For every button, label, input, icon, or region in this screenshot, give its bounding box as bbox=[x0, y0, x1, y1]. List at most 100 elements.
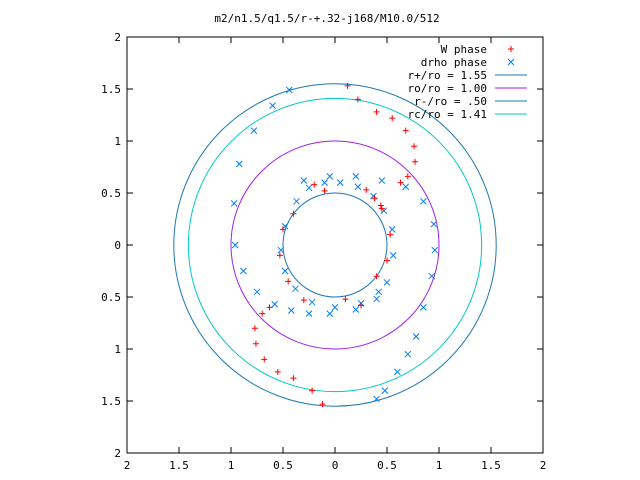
series-0-point-1 bbox=[269, 102, 276, 109]
series-0-point-26 bbox=[281, 267, 289, 275]
series-0-point-16 bbox=[388, 226, 396, 233]
legend-label-5: rc/ro = 1.41 bbox=[408, 108, 487, 121]
series-1-point-20 bbox=[384, 257, 390, 264]
series-1-point-32 bbox=[377, 202, 384, 209]
series-0-point-42 bbox=[412, 333, 420, 340]
axis-ticks: 2 1.5 1 0.5 0 0.5 1 1.5 221.510.500.511.52 bbox=[101, 31, 546, 472]
series-0-point-14 bbox=[383, 279, 391, 286]
series-0-point-23 bbox=[293, 197, 300, 205]
y-tick-label-5: 0.5 bbox=[101, 291, 121, 304]
series-1-point-24 bbox=[280, 226, 286, 233]
series-1-point-12 bbox=[274, 368, 281, 375]
series-1-point-18 bbox=[378, 205, 385, 212]
series-1 bbox=[251, 82, 419, 408]
legend-marker-1 bbox=[507, 58, 515, 66]
series-0-point-20 bbox=[336, 179, 344, 186]
series-0-point-43 bbox=[404, 350, 412, 358]
y-tick-label-0: 2 bbox=[114, 31, 121, 44]
series-1-point-22 bbox=[285, 278, 292, 285]
series-1-point-6 bbox=[412, 158, 419, 165]
series-0-point-38 bbox=[430, 220, 438, 228]
series-1-point-23 bbox=[276, 252, 283, 259]
series-0-point-40 bbox=[428, 272, 436, 280]
series-0-point-0 bbox=[285, 86, 293, 94]
series-0-point-3 bbox=[235, 160, 243, 168]
y-tick-label-3: 0.5 bbox=[101, 187, 121, 200]
x-tick-label-1: 1.5 bbox=[169, 459, 189, 472]
series-1-point-5 bbox=[411, 143, 418, 150]
series-1-point-19 bbox=[387, 231, 394, 238]
x-tick-label-2: 1 bbox=[228, 459, 235, 472]
chart-title: m2/n1.5/q1.5/r-+.32-j168/M10.0/512 bbox=[214, 12, 439, 25]
series-1-point-11 bbox=[290, 375, 297, 382]
series-0-point-22 bbox=[305, 184, 313, 192]
circle-0 bbox=[173, 83, 497, 407]
series-0-point-39 bbox=[431, 246, 439, 254]
legend-label-4: r-/ro = .50 bbox=[414, 95, 487, 108]
series-1-point-17 bbox=[266, 304, 273, 311]
series-0-point-44 bbox=[394, 368, 401, 376]
series-0-point-36 bbox=[402, 183, 410, 191]
series-1-point-26 bbox=[321, 187, 328, 194]
series-1-point-21 bbox=[373, 273, 380, 280]
series-0-point-33 bbox=[326, 173, 334, 180]
x-tick-label-0: 2 bbox=[124, 459, 131, 472]
series-0-point-37 bbox=[420, 197, 427, 205]
series-1-point-25 bbox=[290, 210, 297, 217]
series-0-point-19 bbox=[354, 183, 362, 191]
series-1-point-14 bbox=[252, 340, 259, 347]
series-0-point-13 bbox=[373, 295, 380, 303]
legend-marker-0 bbox=[508, 46, 514, 52]
series-1-point-0 bbox=[344, 82, 351, 89]
x-tick-label-4: 0 bbox=[332, 459, 339, 472]
series-0-point-7 bbox=[253, 288, 261, 296]
circle-3 bbox=[187, 97, 483, 393]
series-0-point-2 bbox=[250, 127, 258, 134]
y-tick-label-4: 0 bbox=[114, 239, 121, 252]
x-tick-label-8: 2 bbox=[540, 459, 547, 472]
series-1-point-13 bbox=[261, 356, 268, 363]
series-0-point-4 bbox=[230, 200, 238, 207]
legend-label-3: ro/ro = 1.00 bbox=[408, 82, 487, 95]
series-0-point-35 bbox=[378, 177, 386, 184]
plot-marks bbox=[173, 82, 497, 408]
series-1-point-29 bbox=[358, 302, 364, 309]
series-0-point-25 bbox=[277, 246, 285, 254]
series-0-point-46 bbox=[373, 395, 380, 403]
legend-label-2: r+/ro = 1.55 bbox=[408, 69, 487, 82]
x-tick-label-7: 1.5 bbox=[481, 459, 501, 472]
series-1-point-27 bbox=[342, 296, 349, 303]
series-0-point-29 bbox=[331, 304, 339, 311]
series-0-point-15 bbox=[389, 252, 397, 259]
series-0-point-32 bbox=[300, 177, 308, 184]
series-0-point-5 bbox=[231, 241, 239, 249]
y-tick-label-6: 1 bbox=[114, 343, 121, 356]
series-0-point-34 bbox=[352, 173, 360, 180]
series-0-point-6 bbox=[240, 267, 247, 275]
series-0-point-31 bbox=[375, 288, 383, 296]
series-0-point-21 bbox=[321, 179, 328, 186]
series-0-point-12 bbox=[352, 306, 360, 313]
y-tick-label-2: 1 bbox=[114, 135, 121, 148]
series-1-point-16 bbox=[259, 310, 266, 317]
legend-label-1: drho phase bbox=[421, 56, 487, 69]
series-1-point-4 bbox=[402, 127, 409, 134]
y-tick-label-7: 1.5 bbox=[101, 395, 121, 408]
series-0-point-9 bbox=[287, 307, 295, 314]
series-1-point-33 bbox=[300, 297, 307, 304]
series-1-point-15 bbox=[251, 325, 258, 332]
x-tick-label-6: 1 bbox=[436, 459, 443, 472]
x-tick-label-5: 0.5 bbox=[377, 459, 397, 472]
circle-1 bbox=[230, 140, 440, 350]
series-1-point-3 bbox=[389, 115, 396, 122]
series-0-point-41 bbox=[420, 304, 427, 311]
series-1-point-7 bbox=[404, 173, 411, 180]
series-1-point-10 bbox=[309, 387, 316, 394]
series-1-point-8 bbox=[397, 179, 404, 186]
circle-2 bbox=[282, 192, 388, 298]
legend-label-0: W phase bbox=[441, 43, 487, 56]
series-1-point-30 bbox=[363, 186, 370, 193]
series-1-point-2 bbox=[373, 108, 380, 115]
